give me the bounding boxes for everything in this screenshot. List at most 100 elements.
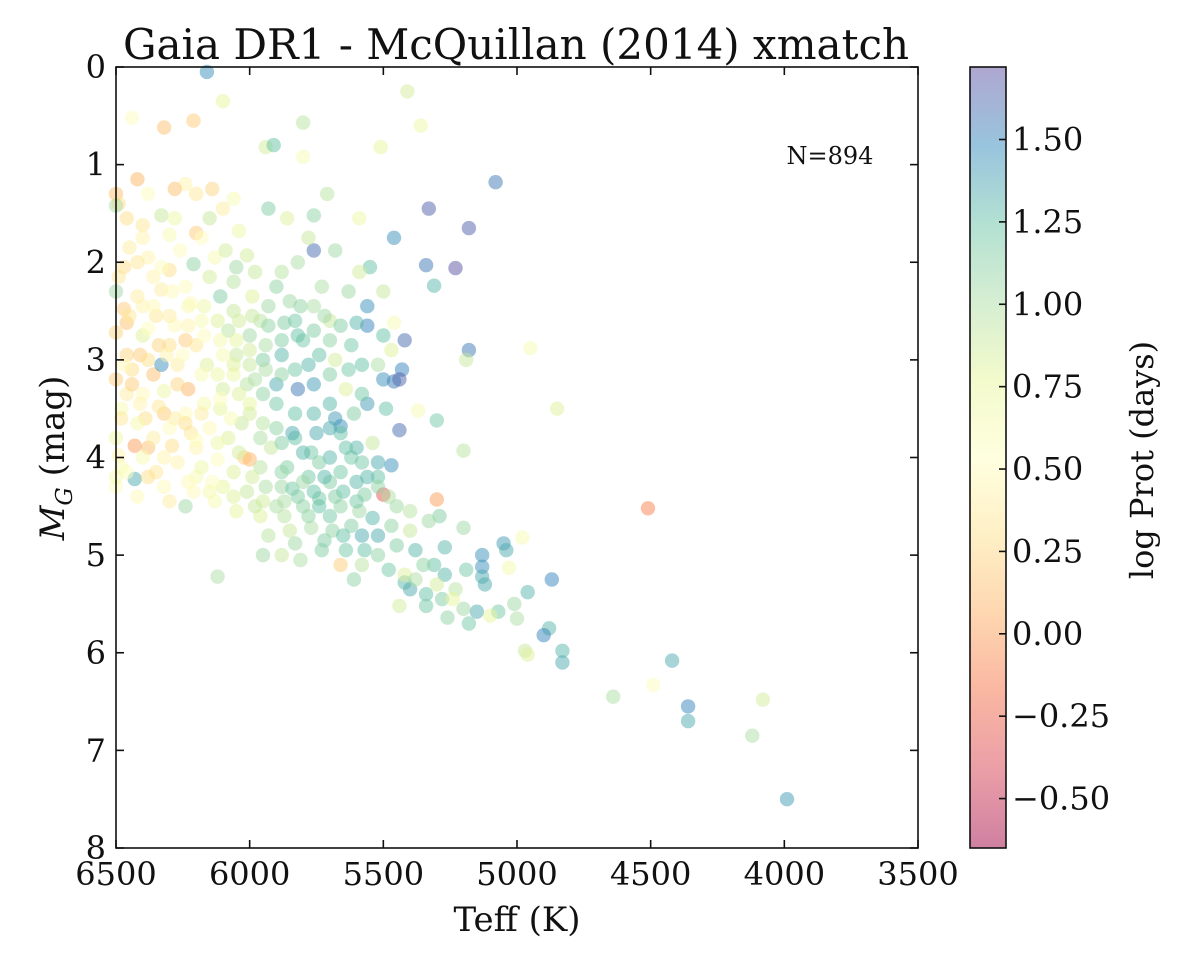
data-point [360,299,375,314]
data-point [370,479,386,494]
data-point [242,357,257,372]
data-point [461,220,477,236]
data-point [269,279,284,294]
data-point [360,469,375,485]
data-point [349,315,364,330]
x-tick-label: 4000 [744,855,825,893]
data-point [231,386,247,402]
data-point [258,479,273,494]
data-point [245,308,260,324]
data-point [274,333,289,348]
data-point [140,469,156,485]
data-point [352,211,367,226]
data-point [314,543,329,558]
data-point [293,299,308,314]
y-tick-label: 7 [86,731,106,769]
data-point [124,377,140,392]
colorbar-tick-label: 1.50 [1012,120,1083,158]
data-point [362,259,378,275]
data-point [421,201,436,216]
data-point [194,313,209,328]
data-point [456,443,471,458]
data-point [483,608,498,623]
data-point [156,120,172,135]
data-point [274,264,289,280]
data-point [226,464,241,480]
data-point [239,377,255,392]
data-point [301,230,316,245]
data-point [130,255,145,270]
data-point [122,240,137,255]
data-point [221,430,236,446]
data-point [130,289,145,304]
data-point [213,333,228,348]
y-tick-label: 8 [86,829,106,867]
data-point [426,557,442,573]
data-point [274,464,289,480]
data-point [156,479,172,494]
colorbar-tick-label: 0.50 [1012,450,1083,488]
data-point [162,227,177,243]
data-point [269,421,284,436]
colorbar-gradient [970,67,1006,848]
data-point [223,411,239,426]
colorbar-tick-label: 0.75 [1012,368,1083,406]
data-point [400,84,415,99]
data-point [242,342,257,358]
data-point [365,510,380,526]
data-point [119,464,134,480]
data-point [338,382,354,397]
data-point [221,323,236,338]
data-point [229,259,244,275]
data-point [279,211,295,226]
data-point [218,243,233,258]
data-point [140,250,156,265]
data-point [352,264,367,280]
data-point [140,352,156,368]
data-point [392,423,407,438]
data-point [226,191,241,206]
data-point [549,401,565,416]
data-point [127,438,142,453]
data-point [167,411,182,426]
data-point [274,479,289,494]
data-point [376,372,391,387]
data-point [197,299,212,314]
data-point [181,299,196,314]
chart-title: Gaia DR1 - McQuillan (2014) xmatch [123,20,909,69]
data-point [306,484,321,499]
data-point [181,318,196,333]
data-point [181,474,196,490]
data-point [426,278,442,293]
data-point [456,601,471,616]
data-point [245,289,260,304]
data-point [119,211,134,226]
data-point [680,699,696,714]
data-point [402,504,418,519]
data-point [290,489,305,504]
data-point [215,94,231,109]
data-point [178,499,193,514]
data-point [416,557,431,573]
data-point [349,440,364,455]
data-point [520,647,535,662]
data-point [322,367,338,382]
data-point [295,474,311,490]
y-tick-label: 5 [86,536,106,574]
data-point [199,64,215,80]
data-point [146,430,161,446]
data-point [197,328,212,343]
data-point [306,377,321,392]
data-point [349,494,364,509]
data-point [373,139,388,155]
data-point [378,401,394,416]
data-point [205,181,220,197]
data-point [210,452,225,467]
data-point [445,591,460,607]
data-point [544,572,559,587]
data-point [386,230,402,245]
data-point [646,677,661,693]
data-point [408,572,423,587]
data-point [429,492,444,507]
data-point [459,562,474,577]
